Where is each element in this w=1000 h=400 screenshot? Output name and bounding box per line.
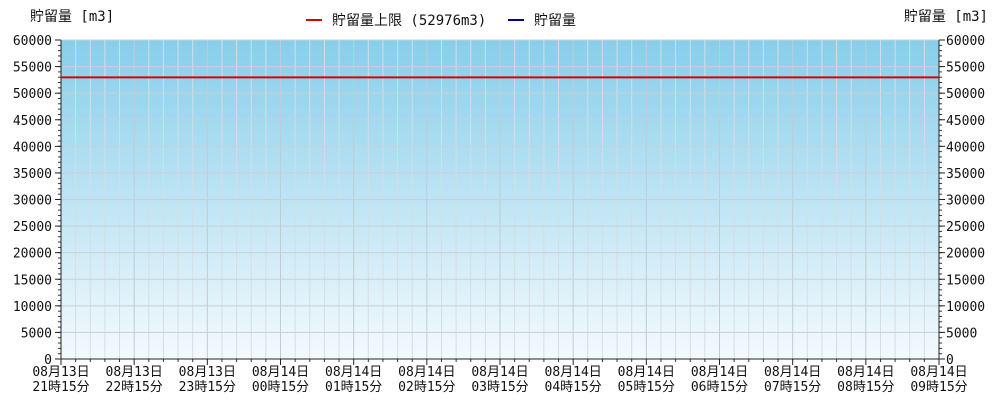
x-tick-label-time: 00時15分 <box>252 380 309 395</box>
x-tick-label-date: 08月14日 <box>545 365 602 380</box>
x-tick-label-date: 08月13日 <box>179 365 236 380</box>
y-tick-label-left: 25000 <box>13 220 52 235</box>
y-tick-label-left: 45000 <box>13 114 52 129</box>
x-tick-label-time: 06時15分 <box>691 380 748 395</box>
x-tick-label-time: 04時15分 <box>545 380 602 395</box>
y-tick-label-right: 40000 <box>946 140 985 155</box>
y-tick-label-left: 30000 <box>13 194 52 209</box>
x-tick-label-time: 22時15分 <box>106 380 163 395</box>
y-tick-label-right: 10000 <box>946 300 985 315</box>
x-tick-label-date: 08月14日 <box>691 365 748 380</box>
x-tick-label-time: 09時15分 <box>910 380 967 395</box>
y-tick-label-left: 40000 <box>13 140 52 155</box>
x-tick-label-date: 08月14日 <box>837 365 894 380</box>
grid-lines <box>61 39 939 359</box>
y-tick-label-left: 15000 <box>13 273 52 288</box>
y-tick-label-right: 35000 <box>946 167 985 182</box>
y-axis-title-left: 貯留量 [m3] <box>30 9 114 25</box>
x-tick-label-time: 05時15分 <box>618 380 675 395</box>
y-tick-label-left: 20000 <box>13 247 52 262</box>
y-tick-label-left: 5000 <box>21 326 52 341</box>
x-tick-label-date: 08月13日 <box>106 365 163 380</box>
x-tick-label-date: 08月14日 <box>252 365 309 380</box>
y-tick-label-right: 45000 <box>946 114 985 129</box>
y-tick-label-right: 55000 <box>946 61 985 76</box>
legend: 貯留量上限 (52976m3) 貯留量 <box>306 13 576 29</box>
x-tick-label-date: 08月14日 <box>398 365 455 380</box>
x-tick-label-date: 08月13日 <box>32 365 89 380</box>
y-axis-title-right: 貯留量 [m3] <box>904 9 988 25</box>
x-tick-label-date: 08月14日 <box>471 365 528 380</box>
y-tick-label-left: 0 <box>44 353 52 368</box>
y-tick-label-left: 10000 <box>13 300 52 315</box>
y-tick-label-right: 5000 <box>946 326 977 341</box>
y-tick-label-left: 50000 <box>13 87 52 102</box>
y-tick-label-right: 20000 <box>946 247 985 262</box>
x-tick-label-time: 03時15分 <box>471 380 528 395</box>
y-tick-label-right: 50000 <box>946 87 985 102</box>
legend-label-0: 貯留量上限 (52976m3) <box>332 13 486 29</box>
y-tick-label-right: 25000 <box>946 220 985 235</box>
legend-label-1: 貯留量 <box>534 13 576 29</box>
x-tick-label-time: 07時15分 <box>764 380 821 395</box>
x-tick-label-date: 08月14日 <box>764 365 821 380</box>
y-tick-label-left: 60000 <box>13 34 52 49</box>
x-tick-label-date: 08月14日 <box>618 365 675 380</box>
y-tick-label-left: 35000 <box>13 167 52 182</box>
y-tick-label-right: 60000 <box>946 34 985 49</box>
x-tick-label-time: 02時15分 <box>398 380 455 395</box>
x-tick-label-time: 23時15分 <box>179 380 236 395</box>
y-tick-label-right: 15000 <box>946 273 985 288</box>
x-tick-label-date: 08月14日 <box>910 365 967 380</box>
x-tick-label-time: 21時15分 <box>32 380 89 395</box>
x-tick-label-time: 08時15分 <box>837 380 894 395</box>
x-tick-label-date: 08月14日 <box>325 365 382 380</box>
y-tick-label-right: 0 <box>946 353 954 368</box>
y-tick-label-right: 30000 <box>946 194 985 209</box>
x-tick-label-time: 01時15分 <box>325 380 382 395</box>
y-tick-label-left: 55000 <box>13 61 52 76</box>
axes: 0 0 5000 5000 10000 10000 15000 15000 20000 20000… <box>13 34 985 395</box>
